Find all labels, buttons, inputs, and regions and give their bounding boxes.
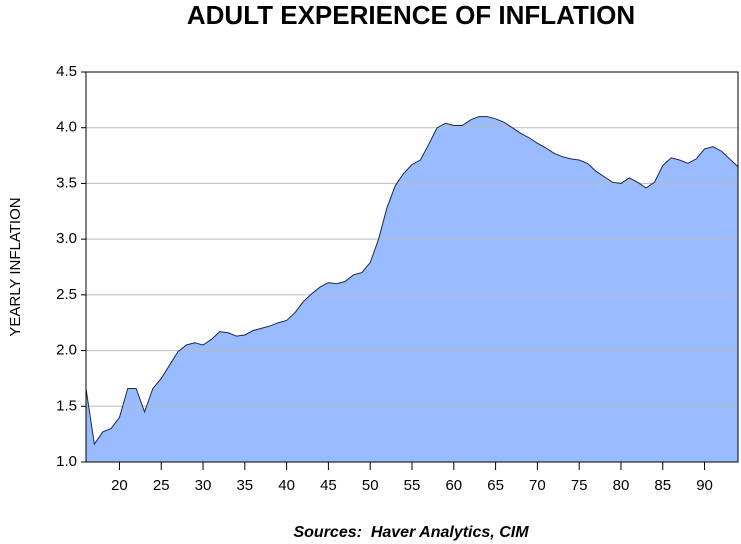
source-note: Sources: Haver Analytics, CIM [293, 524, 529, 541]
y-tick-label: 1.5 [56, 397, 77, 414]
y-axis-label: YEARLY INFLATION [7, 197, 24, 336]
y-tick-label: 2.5 [56, 286, 77, 303]
x-tick-label: 55 [404, 477, 421, 494]
area [86, 116, 738, 463]
y-tick-label: 2.0 [56, 342, 77, 359]
x-tick-label: 60 [445, 477, 462, 494]
x-tick-label: 25 [153, 477, 170, 494]
x-tick-label: 30 [195, 477, 212, 494]
x-tick-label: 75 [571, 477, 588, 494]
y-tick-label: 3.0 [56, 230, 77, 247]
plot-frame [85, 71, 739, 463]
y-tick-label: 4.5 [56, 63, 77, 80]
x-tick-label: 45 [320, 477, 337, 494]
x-tick-label: 70 [529, 477, 546, 494]
area-outline [85, 116, 739, 446]
x-tick-label: 20 [111, 477, 128, 494]
x-tick-label: 90 [696, 477, 713, 494]
chart-title: ADULT EXPERIENCE OF INFLATION [187, 0, 635, 30]
y-tick-label: 4.0 [56, 119, 77, 136]
y-tick-label: 1.0 [56, 453, 77, 470]
x-tick-label: 85 [654, 477, 671, 494]
x-tick-label: 80 [613, 477, 630, 494]
x-tick-label: 35 [236, 477, 253, 494]
y-tick-label: 3.5 [56, 174, 77, 191]
x-tick-label: 40 [278, 477, 295, 494]
x-tick-label: 65 [487, 477, 504, 494]
x-tick-label: 50 [362, 477, 379, 494]
